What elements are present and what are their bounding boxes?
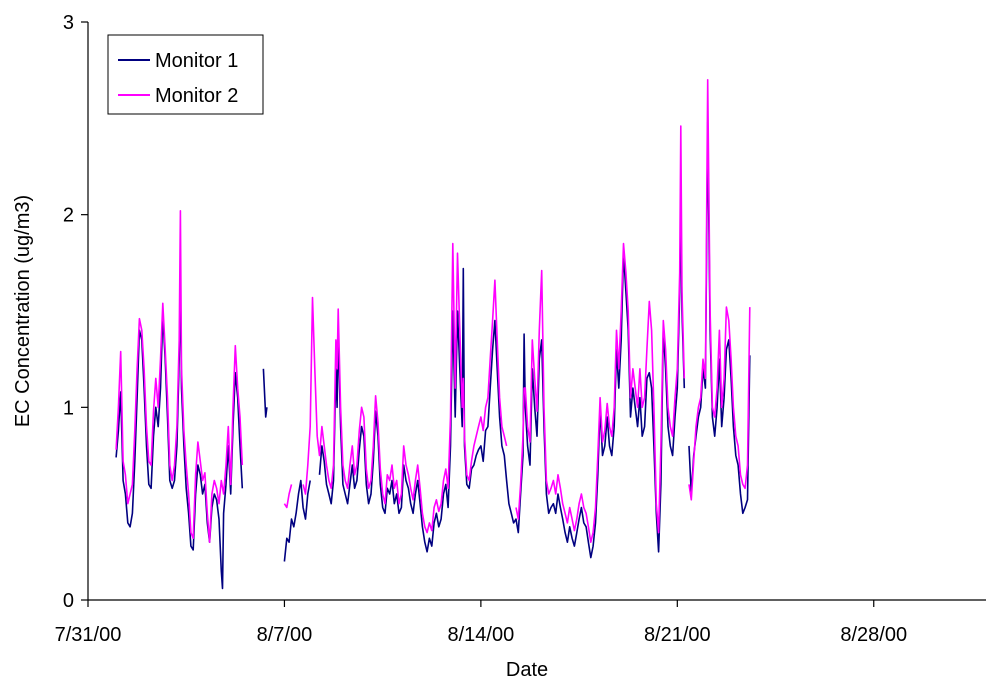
x-tick-label: 8/7/00 <box>257 624 313 646</box>
series-line-monitor-2 <box>115 79 751 543</box>
x-axis-title: Date <box>506 659 548 681</box>
legend-box <box>107 34 264 115</box>
x-tick-label: 8/28/00 <box>840 624 907 646</box>
plot-lines <box>115 79 751 590</box>
x-ticks: 7/31/00 8/7/00 8/14/00 8/21/00 8/28/00 <box>55 600 907 646</box>
axes <box>87 22 986 601</box>
legend-label-monitor-2: Monitor 2 <box>155 85 238 107</box>
x-tick-label: 7/31/00 <box>55 624 122 646</box>
x-tick-label: 8/21/00 <box>644 624 711 646</box>
y-tick-label: 1 <box>63 397 74 419</box>
y-tick-label: 2 <box>63 205 74 227</box>
y-tick-label: 3 <box>63 12 74 34</box>
legend-label-monitor-1: Monitor 1 <box>155 50 238 72</box>
y-tick-label: 0 <box>63 590 74 612</box>
legend: Monitor 1 Monitor 2 <box>107 34 264 115</box>
x-tick-label: 8/14/00 <box>448 624 515 646</box>
y-ticks: 0 1 2 3 <box>63 12 88 612</box>
y-axis-title: EC Concentration (ug/m3) <box>12 195 34 427</box>
